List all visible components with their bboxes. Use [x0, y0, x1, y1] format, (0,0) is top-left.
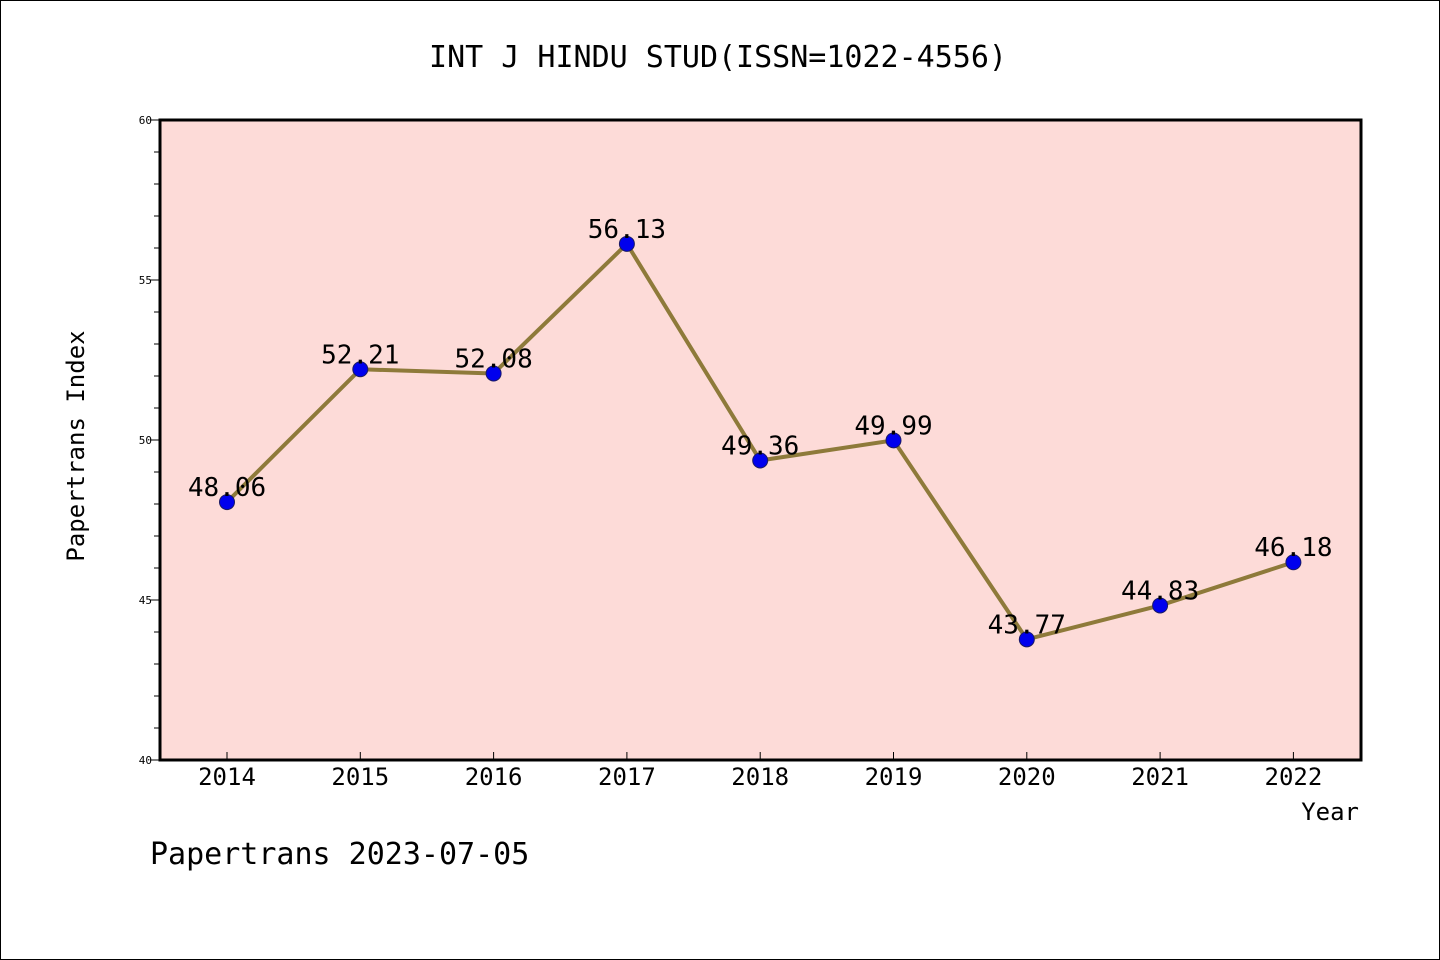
- x-tick-label: 2020: [998, 763, 1056, 791]
- y-tick-label: 50: [139, 434, 152, 447]
- data-point: [352, 361, 369, 378]
- data-label: 46.18: [1254, 533, 1332, 563]
- data-label: 52.21: [321, 340, 399, 370]
- data-label: 48.06: [188, 473, 266, 503]
- y-tick-label: 60: [139, 114, 152, 127]
- x-tick-label: 2014: [198, 763, 256, 791]
- x-tick-label: 2019: [865, 763, 923, 791]
- chart-title: INT J HINDU STUD(ISSN=1022-4556): [429, 40, 1007, 75]
- series-layer: [219, 235, 1302, 648]
- x-axis-ticks: 2014 2015 2016 2017 2018 2019 2020 2021 2022: [198, 752, 1322, 791]
- footer-text: Papertrans 2023-07-05: [150, 837, 529, 872]
- data-label: 49.36: [721, 431, 799, 461]
- data-point: [485, 365, 502, 382]
- x-tick-label: 2022: [1265, 763, 1323, 791]
- data-label: 56.13: [588, 215, 666, 245]
- y-tick-label: 40: [139, 754, 152, 767]
- x-tick-label: 2016: [465, 763, 523, 791]
- data-label: 52.08: [454, 344, 532, 374]
- data-point: [1152, 597, 1169, 614]
- data-point: [885, 432, 902, 449]
- x-axis-label: Year: [1301, 798, 1359, 826]
- data-point: [219, 494, 235, 511]
- x-tick-label: 2018: [731, 763, 789, 791]
- x-tick-label: 2015: [331, 763, 389, 791]
- data-label: 49.99: [854, 411, 932, 441]
- plot-area: [160, 120, 1361, 760]
- x-tick-label: 2021: [1131, 763, 1189, 791]
- data-point: [618, 235, 635, 252]
- data-point: [1285, 554, 1302, 571]
- y-axis-ticks: 40 45 50 55 60: [139, 114, 160, 767]
- y-tick-label: 55: [139, 274, 152, 287]
- data-point: [1018, 631, 1035, 648]
- y-tick-label: 45: [139, 594, 152, 607]
- data-point: [752, 452, 769, 469]
- x-tick-label: 2017: [598, 763, 656, 791]
- data-label: 44.83: [1121, 576, 1199, 606]
- plot-border: [158, 118, 1363, 762]
- data-label: 43.77: [988, 610, 1066, 640]
- y-axis-label: Papertrans Index: [62, 330, 90, 561]
- data-labels: 48.06 52.21 52.08 56.13 49.36 49.99 43.77 44.83…: [188, 215, 1333, 641]
